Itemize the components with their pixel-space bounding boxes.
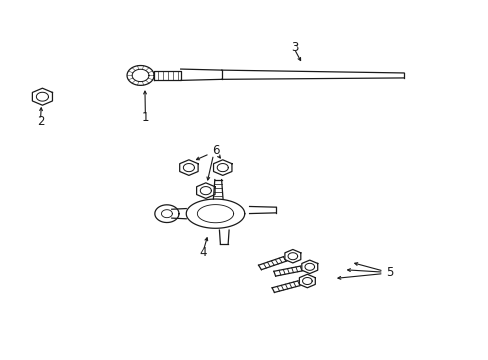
Text: 5: 5 <box>385 266 392 279</box>
Polygon shape <box>127 66 154 85</box>
Text: 2: 2 <box>37 115 44 128</box>
Text: 4: 4 <box>199 246 207 259</box>
Text: 3: 3 <box>291 41 298 54</box>
Polygon shape <box>301 260 317 274</box>
Polygon shape <box>179 160 198 175</box>
Polygon shape <box>213 180 223 199</box>
Polygon shape <box>154 71 180 80</box>
Polygon shape <box>196 183 215 198</box>
Polygon shape <box>219 230 229 244</box>
Polygon shape <box>155 205 179 222</box>
Text: 1: 1 <box>142 112 149 125</box>
Polygon shape <box>285 249 300 263</box>
Polygon shape <box>222 70 403 79</box>
Polygon shape <box>32 88 52 105</box>
Polygon shape <box>180 69 222 80</box>
Polygon shape <box>273 265 310 276</box>
Polygon shape <box>258 254 294 270</box>
Polygon shape <box>186 199 244 228</box>
Polygon shape <box>299 274 315 288</box>
Polygon shape <box>249 207 276 213</box>
Polygon shape <box>271 279 308 292</box>
Text: 6: 6 <box>211 144 219 157</box>
Polygon shape <box>213 160 231 175</box>
